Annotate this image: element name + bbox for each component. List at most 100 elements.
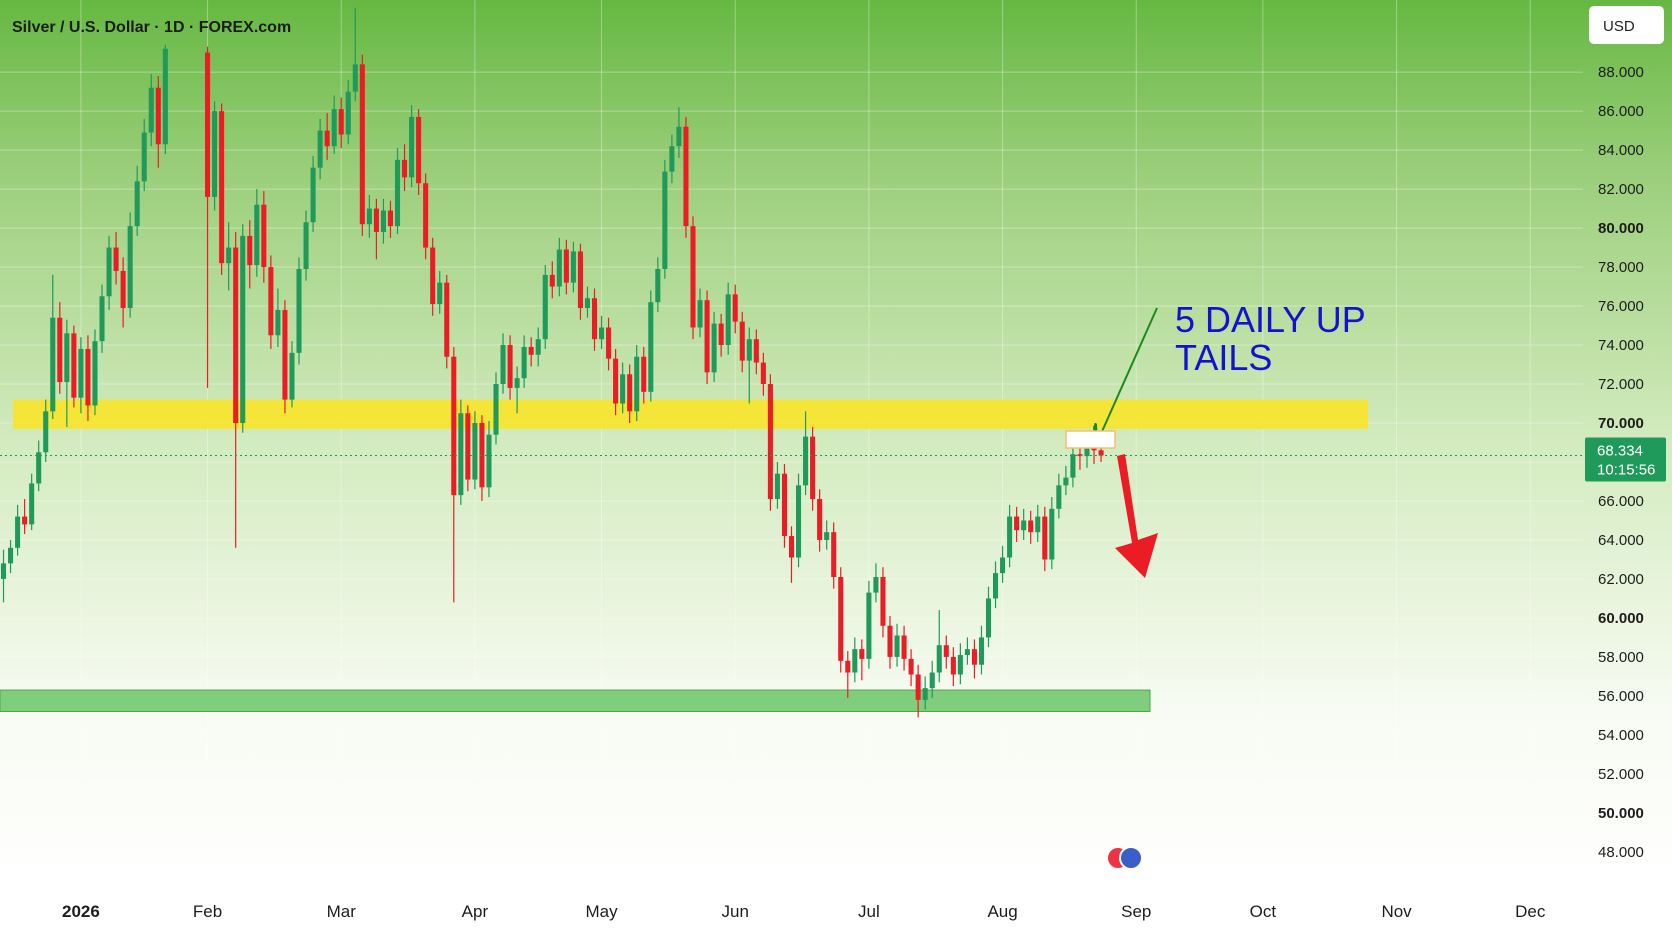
candle-body [1007, 516, 1013, 558]
candle-body [901, 635, 907, 659]
candle-body [929, 672, 935, 689]
candle-body [971, 649, 977, 665]
candle-body [521, 346, 527, 379]
candle-body [205, 52, 211, 197]
candle-body [1042, 516, 1048, 560]
y-tick-label: 76.000 [1598, 298, 1644, 315]
candle-body [1049, 508, 1055, 560]
candle-body [676, 126, 682, 147]
candle-body [873, 577, 879, 593]
candle-body [212, 111, 218, 197]
candle-body [240, 235, 246, 424]
candle-body [310, 167, 316, 223]
candle-body [915, 674, 921, 700]
candle-body [683, 126, 689, 227]
x-tick-label: Feb [193, 902, 222, 921]
candle-body [387, 210, 394, 227]
candle-body [430, 247, 436, 305]
time-axis-bg [0, 885, 1672, 941]
candle-body [402, 159, 408, 178]
candle-body [599, 327, 605, 340]
candle-body [725, 294, 731, 346]
y-tick-label: 78.000 [1598, 259, 1644, 276]
candle-body [0, 563, 7, 579]
candle-body [866, 592, 872, 659]
candle-body [613, 358, 619, 404]
candle-body [120, 270, 126, 308]
candle-body [528, 346, 534, 355]
candle-body [662, 171, 668, 270]
candle-body [92, 341, 98, 406]
candle-body [992, 573, 999, 599]
candle-body [845, 660, 851, 673]
y-tick-label: 84.000 [1598, 142, 1644, 159]
candle-body [1098, 450, 1104, 456]
candle-body [359, 64, 365, 225]
y-tick-label: 66.000 [1598, 493, 1644, 510]
background [0, 0, 1672, 885]
candle-body [345, 91, 351, 135]
candle-body [57, 317, 63, 383]
x-tick-label: Mar [327, 902, 357, 921]
y-tick-label: 64.000 [1598, 532, 1644, 549]
candle-body [444, 282, 450, 357]
tails-box [1065, 430, 1116, 449]
candle-body [458, 413, 464, 496]
candle-body [964, 649, 970, 655]
y-tick-label: 88.000 [1598, 64, 1644, 81]
candle-body [788, 536, 795, 558]
candle-body [704, 300, 710, 373]
candle-body [634, 356, 640, 412]
candle-body [606, 327, 612, 359]
candle-body [493, 384, 499, 435]
candle-body [620, 374, 626, 404]
candle-body [233, 247, 239, 424]
candle-body [711, 323, 717, 373]
y-tick-label: 56.000 [1598, 688, 1644, 705]
y-tick-label: 48.000 [1598, 844, 1644, 861]
candle-body [219, 111, 225, 264]
last-price-box [1585, 437, 1666, 482]
event-icon[interactable] [1119, 846, 1143, 870]
candle-body [690, 226, 696, 328]
candle-body [1000, 557, 1006, 574]
candle-body [591, 298, 598, 340]
candle-body [1084, 444, 1090, 457]
candle-body [641, 356, 647, 392]
candle-body [542, 274, 548, 340]
x-tick-label: May [585, 902, 618, 921]
candle-body [416, 116, 422, 184]
candle-body [852, 649, 858, 673]
candle-body [261, 204, 267, 268]
candle-body [64, 333, 70, 383]
candle-body [831, 532, 837, 578]
candle-body [148, 87, 154, 133]
candle-body [577, 251, 583, 308]
candle-body [669, 146, 675, 172]
candle-body [78, 348, 84, 398]
candle-body [1056, 485, 1062, 509]
candle-body [303, 222, 309, 270]
x-tick-label: Aug [987, 902, 1017, 921]
candle-body [268, 267, 274, 336]
candle-body [648, 302, 654, 392]
candle-body [141, 132, 147, 182]
currency-button[interactable] [1589, 6, 1664, 44]
candle-body [1077, 454, 1083, 457]
annotation-arrow [1100, 307, 1158, 436]
candle-body [366, 208, 372, 225]
candle-body [296, 269, 302, 353]
x-tick-label: Sep [1121, 902, 1151, 921]
candle-body [732, 294, 738, 322]
candle-body [810, 436, 816, 500]
price-zone [13, 399, 1368, 429]
y-tick-label: 52.000 [1598, 766, 1644, 783]
candle-body [655, 269, 661, 303]
candle-body [556, 249, 562, 287]
candle-body [226, 247, 232, 264]
x-tick-label: Apr [462, 902, 489, 921]
x-tick-label: Jun [722, 902, 749, 921]
currency-label[interactable]: USD [1603, 18, 1635, 35]
y-tick-label: 86.000 [1598, 103, 1644, 120]
